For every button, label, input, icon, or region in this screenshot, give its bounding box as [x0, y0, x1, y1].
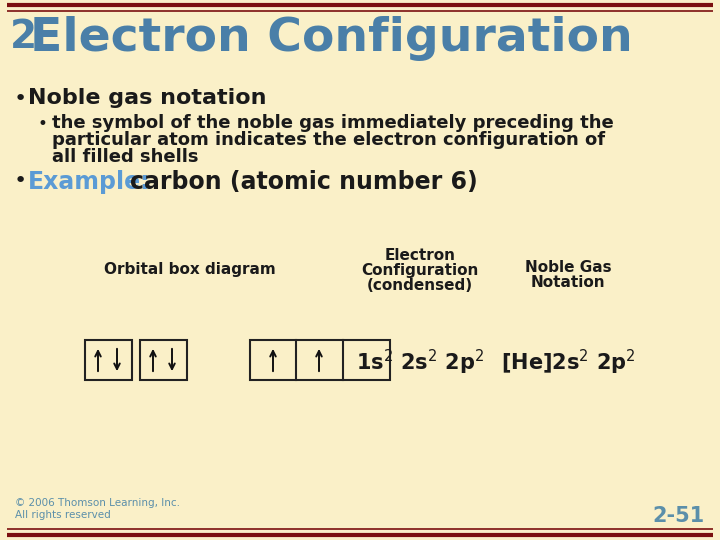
- Text: All rights reserved: All rights reserved: [15, 510, 111, 520]
- Text: Electron: Electron: [384, 248, 456, 263]
- Text: (condensed): (condensed): [367, 278, 473, 293]
- Text: the symbol of the noble gas immediately preceding the: the symbol of the noble gas immediately …: [52, 114, 613, 132]
- Text: Noble Gas: Noble Gas: [525, 260, 611, 275]
- Text: 1s$^2$ 2s$^2$ 2p$^2$: 1s$^2$ 2s$^2$ 2p$^2$: [356, 347, 484, 376]
- Text: Notation: Notation: [531, 275, 606, 290]
- Bar: [250, 340, 390, 380]
- Text: •: •: [38, 115, 48, 133]
- Text: •: •: [14, 89, 27, 109]
- Text: © 2006 Thomson Learning, Inc.: © 2006 Thomson Learning, Inc.: [15, 498, 180, 508]
- Text: Orbital box diagram: Orbital box diagram: [104, 262, 276, 277]
- Text: Noble gas notation: Noble gas notation: [28, 88, 266, 108]
- Text: all filled shells: all filled shells: [52, 148, 199, 166]
- Text: 2: 2: [10, 18, 37, 56]
- Bar: [85, 340, 132, 380]
- Text: particular atom indicates the electron configuration of: particular atom indicates the electron c…: [52, 131, 605, 149]
- Text: Example:: Example:: [28, 170, 150, 194]
- Text: Electron Configuration: Electron Configuration: [30, 16, 633, 61]
- Text: carbon (atomic number 6): carbon (atomic number 6): [130, 170, 478, 194]
- Text: 2-51: 2-51: [653, 506, 705, 526]
- Text: [He]2s$^2$ 2p$^2$: [He]2s$^2$ 2p$^2$: [500, 347, 635, 376]
- Bar: [140, 340, 187, 380]
- Text: Configuration: Configuration: [361, 263, 479, 278]
- Text: •: •: [14, 171, 27, 191]
